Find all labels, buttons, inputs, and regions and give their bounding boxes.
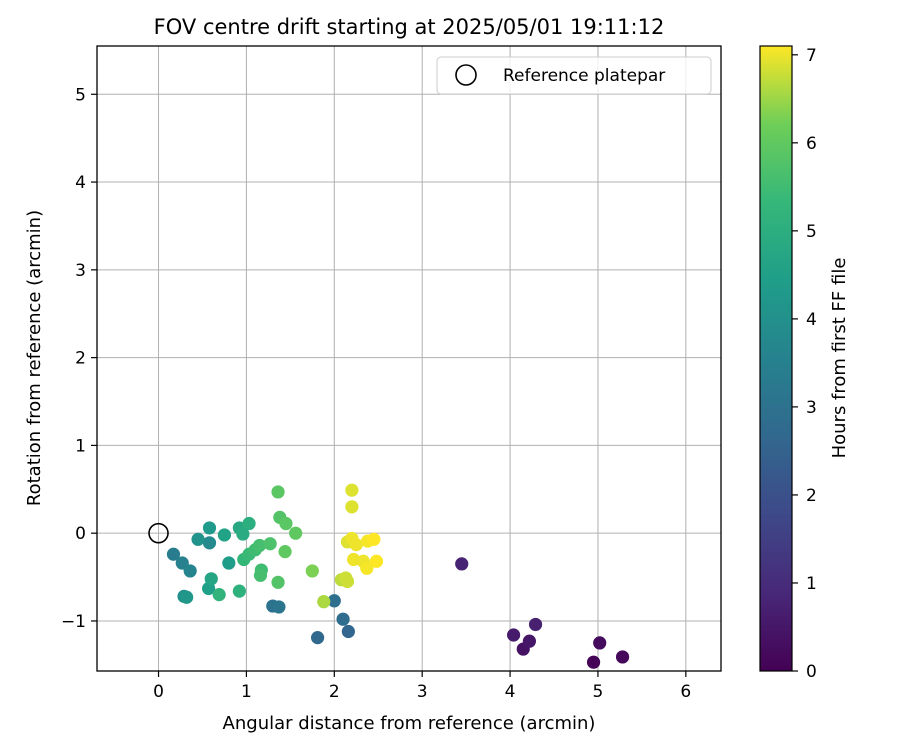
legend-marker-open-circle — [455, 64, 477, 86]
colorbar-ticks: 0 1 2 3 4 5 6 7 — [792, 46, 817, 682]
data-point — [339, 571, 353, 585]
y-tick-label: 2 — [75, 349, 86, 369]
chart-title: FOV centre drift starting at 2025/05/01 … — [154, 15, 665, 39]
y-tick-label: 5 — [75, 85, 86, 105]
data-point — [242, 516, 256, 531]
data-point — [305, 564, 319, 578]
data-point — [278, 545, 292, 559]
data-point — [191, 532, 205, 546]
data-point — [263, 537, 277, 551]
data-point — [506, 628, 521, 642]
data-point — [369, 554, 384, 568]
data-point — [253, 568, 268, 582]
x-axis-label: Angular distance from reference (arcmin) — [223, 713, 596, 734]
data-point — [232, 584, 246, 598]
data-point — [341, 624, 355, 639]
data-point — [522, 634, 537, 648]
data-point — [180, 590, 194, 604]
data-points — [166, 483, 630, 669]
data-point — [236, 527, 250, 541]
colorbar-tick-label: 5 — [806, 222, 817, 242]
data-point — [252, 538, 267, 553]
data-point — [586, 655, 601, 669]
data-point — [345, 500, 359, 514]
data-point — [279, 516, 293, 531]
data-point — [349, 537, 363, 552]
colorbar: 0 1 2 3 4 5 6 7 Hours from first FF file — [759, 45, 850, 682]
data-point — [217, 528, 232, 542]
y-tick-label: 1 — [75, 436, 86, 456]
x-gridlines — [158, 46, 687, 671]
y-tick-label: −1 — [61, 612, 86, 632]
data-point — [271, 485, 285, 499]
data-point — [367, 532, 381, 546]
legend-box — [436, 56, 712, 95]
axes-frame — [96, 45, 722, 672]
colorbar-gradient — [759, 45, 793, 672]
x-tick-label: 4 — [505, 682, 516, 702]
colorbar-tick-label: 3 — [806, 398, 817, 418]
colorbar-tick-label: 1 — [806, 574, 817, 594]
x-tick-label: 6 — [680, 682, 691, 702]
y-tick-label: 0 — [75, 524, 86, 544]
data-point — [204, 572, 218, 586]
data-point — [336, 612, 350, 626]
data-point — [183, 564, 197, 578]
x-tick-label: 3 — [417, 682, 428, 702]
data-point — [202, 536, 217, 550]
reference-platepar-marker — [148, 522, 169, 544]
y-axis-ticks: −1 0 1 2 3 4 5 — [61, 85, 97, 632]
data-point — [345, 483, 359, 497]
y-tick-label: 3 — [75, 261, 86, 281]
colorbar-tick-label: 0 — [806, 662, 817, 682]
colorbar-tick-label: 7 — [806, 46, 817, 66]
y-gridlines — [97, 93, 721, 622]
data-point — [272, 600, 286, 614]
x-axis-ticks: 0 1 2 3 4 5 6 — [153, 671, 691, 702]
legend: Reference platepar — [436, 56, 712, 95]
data-point — [615, 650, 630, 664]
plot-area — [96, 45, 722, 672]
data-point — [222, 556, 236, 570]
y-axis-label: Rotation from reference (arcmin) — [24, 210, 45, 506]
data-point — [202, 521, 217, 535]
data-point — [271, 575, 285, 589]
x-tick-label: 5 — [593, 682, 604, 702]
data-point — [327, 594, 341, 608]
data-point — [212, 588, 226, 602]
data-point — [317, 595, 331, 609]
reference-point — [148, 522, 169, 544]
data-point — [455, 557, 469, 571]
data-point — [593, 636, 607, 650]
colorbar-tick-label: 2 — [806, 486, 817, 506]
colorbar-tick-label: 4 — [806, 310, 817, 330]
y-tick-label: 4 — [75, 173, 86, 193]
colorbar-tick-label: 6 — [806, 134, 817, 154]
x-tick-label: 1 — [241, 682, 252, 702]
data-point — [166, 547, 181, 561]
data-point — [528, 617, 543, 632]
legend-label-reference-platepar: Reference platepar — [503, 66, 665, 86]
data-point — [360, 561, 374, 575]
data-point — [289, 526, 303, 540]
colorbar-label: Hours from first FF file — [829, 258, 850, 459]
x-tick-label: 2 — [329, 682, 340, 702]
data-point — [310, 631, 325, 645]
x-tick-label: 0 — [153, 682, 164, 702]
